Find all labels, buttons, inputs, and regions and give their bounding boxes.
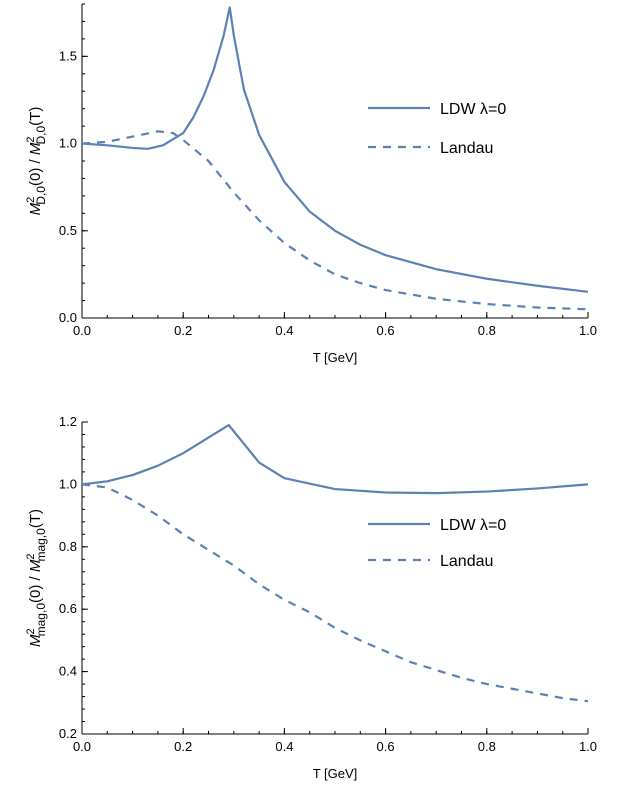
x-tick-label: 0.6 (377, 739, 395, 754)
y-tick-label: 0.6 (59, 601, 77, 616)
series-line-landau (81, 130, 589, 311)
x-tick-label: 0.4 (275, 739, 293, 754)
y-tick-label: 0.0 (59, 310, 77, 325)
x-tick-label: 0.0 (73, 739, 91, 754)
series-line-ldw (81, 424, 589, 495)
y-tick-label: 0.2 (59, 726, 77, 741)
y-tick-label: 0.4 (59, 664, 77, 679)
x-tick-label: 0.2 (174, 739, 192, 754)
y-tick-label: 1.2 (59, 414, 77, 429)
x-tick-label: 0.8 (478, 323, 496, 338)
x-tick-label: 0.8 (478, 739, 496, 754)
x-tick-label: 0.6 (377, 323, 395, 338)
x-tick-label: 1.0 (579, 323, 597, 338)
legend-label: Landau (440, 140, 493, 157)
legend-label: LDW λ=0 (440, 101, 506, 118)
x-axis-title: T [GeV] (313, 350, 358, 365)
legend-label: LDW λ=0 (440, 517, 506, 534)
y-axis-title: M2mag,0(0) / M2mag,0(T) (25, 509, 48, 647)
y-tick-label: 0.8 (59, 539, 77, 554)
series-line-landau (81, 483, 589, 703)
chart-1: 0.0 0.2 0.4 0.6 0.8 1.0 0.0 0.5 1.0 1.5 T [GeV] M2D… (25, 3, 597, 365)
x-tick-label: 0.4 (275, 323, 293, 338)
y-tick-label: 1.0 (59, 476, 77, 491)
legend-label: Landau (440, 553, 493, 570)
y-tick-label: 1.5 (59, 48, 77, 63)
x-tick-label: 0.0 (73, 323, 91, 338)
y-tick-label: 0.5 (59, 223, 77, 238)
chart-2: 0.0 0.2 0.4 0.6 0.8 1.00.20.40.60.81.01.2T [G… (25, 414, 597, 781)
x-axis-title: T [GeV] (313, 766, 358, 781)
x-tick-label: 0.2 (174, 323, 192, 338)
y-axis-title: M2D,0(0) / M2D,0(T) (25, 107, 48, 216)
series-line-ldw (81, 6, 589, 293)
x-tick-label: 1.0 (579, 739, 597, 754)
y-tick-label: 1.0 (59, 136, 77, 151)
